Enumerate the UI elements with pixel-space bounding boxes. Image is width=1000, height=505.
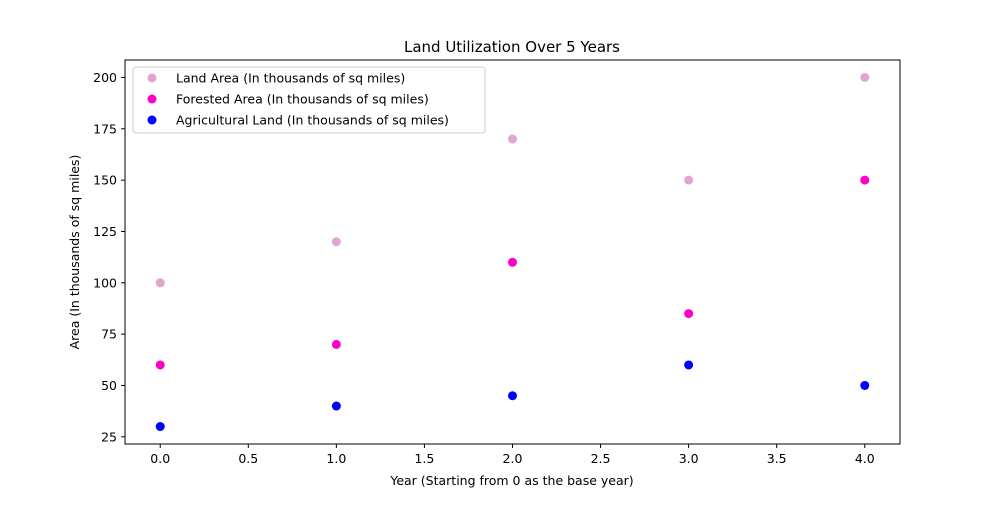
legend-label: Agricultural Land (In thousands of sq mi… [176,113,449,128]
data-point [860,72,870,82]
data-point [331,237,341,247]
y-tick-label: 150 [93,173,117,188]
x-tick-label: 1.5 [414,451,434,466]
data-point [155,360,165,370]
plot-marks [155,72,870,432]
series-2-points [155,360,870,432]
series-1-points [155,175,870,370]
legend-box [132,66,486,134]
data-point [155,278,165,288]
x-tick-label: 2.0 [503,451,523,466]
data-point [508,391,517,401]
data-point [684,175,694,185]
y-tick-label: 100 [93,275,117,290]
y-tick-label: 125 [93,224,117,239]
x-axis: 0.0 0.5 1.0 1.5 2.0 2.5 3.0 3.5 4.0 [150,444,875,466]
data-point [684,309,694,319]
data-point [508,134,517,144]
data-point [331,339,341,349]
data-point [684,360,694,370]
legend-label: Forested Area (In thousands of sq miles) [176,92,429,107]
data-point [508,257,517,267]
y-tick-label: 25 [101,429,117,444]
y-tick-label: 200 [93,70,117,85]
x-tick-label: 0.5 [238,451,258,466]
legend: Land Area (In thousands of sq miles) Fore… [132,66,486,134]
y-axis-label: Area (In thousands of sq miles) [67,155,82,350]
chart-title: Land Utilization Over 5 Years [404,38,620,56]
legend-label: Land Area (In thousands of sq miles) [176,71,405,86]
x-tick-label: 4.0 [855,451,875,466]
x-tick-label: 3.0 [679,451,699,466]
x-axis-label: Year (Starting from 0 as the base year) [389,473,633,488]
y-tick-label: 175 [93,121,117,136]
x-tick-label: 0.0 [150,451,170,466]
x-tick-label: 3.5 [767,451,787,466]
legend-marker [147,73,157,83]
x-tick-label: 1.0 [326,451,346,466]
data-point [860,380,870,390]
series-0-points [155,72,870,288]
y-axis: 25 50 75 100 125 150 175 200 [93,70,125,444]
data-point [155,422,165,432]
data-point [860,175,870,185]
legend-marker [147,115,157,125]
x-tick-label: 2.5 [591,451,611,466]
data-point [331,401,341,411]
legend-marker [147,94,157,104]
y-tick-label: 75 [101,327,117,342]
y-tick-label: 50 [101,378,117,393]
